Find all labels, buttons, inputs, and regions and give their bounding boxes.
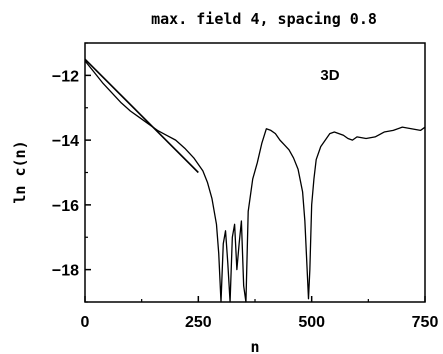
x-axis-label: n — [250, 338, 259, 354]
x-tick-label: 250 — [185, 314, 212, 331]
y-tick-label: −14 — [52, 133, 79, 150]
y-axis-label: ln c(n) — [11, 140, 29, 203]
x-tick-label: 0 — [81, 314, 90, 331]
y-tick-label: −16 — [52, 198, 79, 215]
series-fit-line — [84, 58, 199, 174]
y-tick-label: −18 — [52, 263, 79, 280]
y-axis: −12 −14 −16 −18 — [52, 42, 91, 303]
x-tick-label: 500 — [298, 314, 325, 331]
annotation-3d: 3D — [320, 67, 339, 84]
series-layer — [84, 58, 426, 303]
series-noisy-curve — [84, 60, 426, 303]
chart-title: max. field 4, spacing 0.8 — [151, 10, 377, 28]
y-tick-label: −12 — [52, 68, 79, 85]
x-axis: 0 250 500 750 — [81, 296, 439, 331]
x-tick-label: 750 — [412, 314, 439, 331]
